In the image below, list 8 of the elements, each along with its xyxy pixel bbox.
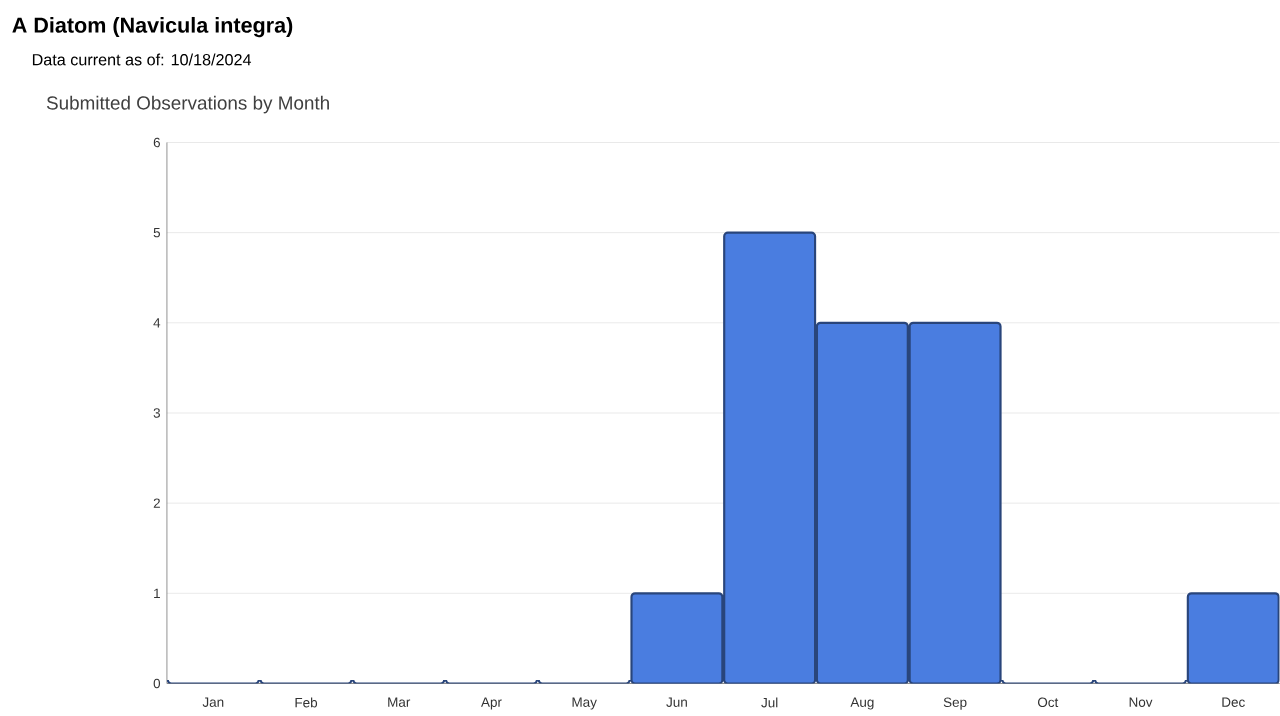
bar: [908, 321, 1002, 684]
bar: [630, 592, 724, 684]
chart-subtitle: Data current as of: 10/18/2024: [32, 53, 252, 66]
text: Submitted Observations by Month: [46, 95, 329, 114]
chart-title: A Diatom (Navicula integra): [12, 17, 293, 38]
bar: [1186, 592, 1280, 684]
bar: [723, 231, 817, 684]
bar: [815, 321, 909, 684]
